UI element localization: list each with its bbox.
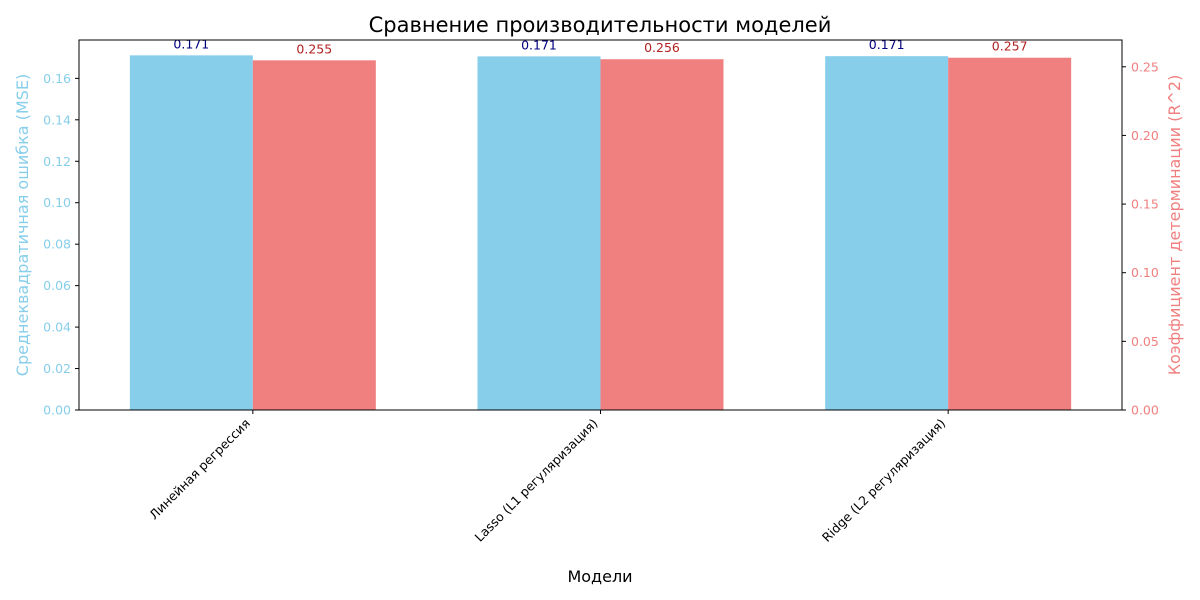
right-tick-label-2: 0.10 (1131, 265, 1159, 280)
chart-title: Сравнение производительности моделей (369, 13, 832, 37)
data-label-right-3: 0.257 (992, 39, 1028, 54)
data-label-right-1: 0.255 (296, 41, 332, 56)
left-tick-label-8: 0.16 (43, 71, 71, 86)
left-tick-label-4: 0.08 (43, 237, 71, 252)
bar-left-3 (825, 56, 949, 411)
right-axis-title: Коэффициент детерминации (R^2) (1165, 75, 1184, 376)
left-tick-label-5: 0.10 (43, 195, 71, 210)
right-tick-label-5: 0.25 (1131, 59, 1159, 74)
category-label-2: Lasso (L1 регуляризация) (472, 416, 601, 545)
data-label-left-2: 0.171 (521, 37, 557, 52)
bar-right-3 (948, 57, 1072, 411)
left-tick-label-7: 0.14 (43, 112, 71, 127)
data-label-left-3: 0.171 (869, 37, 905, 52)
left-tick-label-6: 0.12 (43, 154, 71, 169)
x-axis-title: Модели (567, 567, 632, 586)
left-tick-label-2: 0.04 (43, 320, 71, 335)
plot-area: 0.171 0.171 0.171 0.255 0.256 0.257 0.00 0.02 0.… (43, 36, 1159, 545)
bar-right-2 (600, 59, 724, 411)
right-tick-label-3: 0.15 (1131, 197, 1159, 212)
bar-right-1 (252, 60, 376, 410)
right-tick-label-4: 0.20 (1131, 128, 1159, 143)
data-label-right-2: 0.256 (644, 40, 680, 55)
bar-left-1 (129, 55, 253, 411)
right-tick-label-1: 0.05 (1131, 334, 1159, 349)
left-axis-title: Среднеквадратичная ошибка (MSE) (13, 74, 32, 376)
category-label-1: Линейная регрессия (146, 416, 253, 523)
left-tick-label-0: 0.00 (43, 403, 71, 418)
category-label-3: Ridge (L2 регуляризация) (819, 416, 948, 545)
bar-left-2 (477, 56, 601, 410)
right-tick-label-0: 0.00 (1131, 403, 1159, 418)
data-label-left-1: 0.171 (173, 36, 209, 51)
left-tick-label-3: 0.06 (43, 278, 71, 293)
left-tick-label-1: 0.02 (43, 361, 71, 376)
